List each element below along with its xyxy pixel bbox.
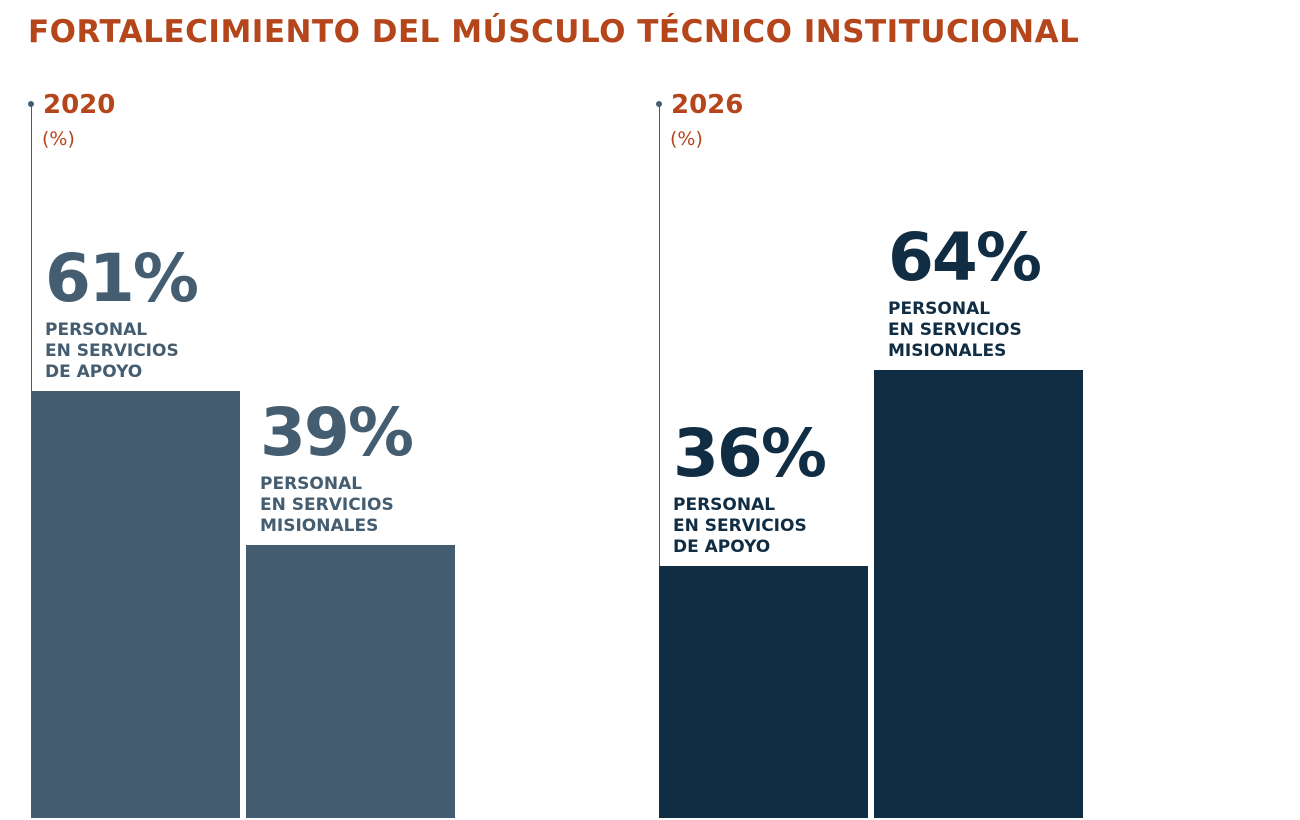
bar-label: 36% PERSONAL EN SERVICIOS DE APOYO — [673, 415, 827, 558]
category-label: PERSONAL EN SERVICIOS MISIONALES — [260, 474, 394, 536]
bar-label: 39% PERSONAL EN SERVICIOS MISIONALES — [260, 394, 414, 537]
value-label: 64% — [888, 219, 1042, 296]
bar — [31, 391, 240, 818]
panel-subtitle: (%) — [42, 128, 75, 150]
bar-label: 64% PERSONAL EN SERVICIOS MISIONALES — [888, 219, 1042, 362]
panel-subtitle: (%) — [670, 128, 703, 150]
bar — [659, 566, 868, 818]
axis-dot — [656, 101, 662, 107]
panel-title: 2020 — [43, 90, 116, 120]
bar-label: 61% PERSONAL EN SERVICIOS DE APOYO — [45, 240, 199, 383]
axis-line — [659, 104, 660, 818]
page-title: FORTALECIMIENTO DEL MÚSCULO TÉCNICO INST… — [28, 14, 1080, 50]
value-label: 36% — [673, 415, 827, 492]
category-label: PERSONAL EN SERVICIOS DE APOYO — [45, 320, 179, 382]
bar — [246, 545, 455, 818]
category-label: PERSONAL EN SERVICIOS MISIONALES — [888, 299, 1022, 361]
bar — [874, 370, 1083, 818]
category-label: PERSONAL EN SERVICIOS DE APOYO — [673, 495, 807, 557]
panel-title: 2026 — [671, 90, 744, 120]
value-label: 39% — [260, 394, 414, 471]
value-label: 61% — [45, 240, 199, 317]
axis-dot — [28, 101, 34, 107]
